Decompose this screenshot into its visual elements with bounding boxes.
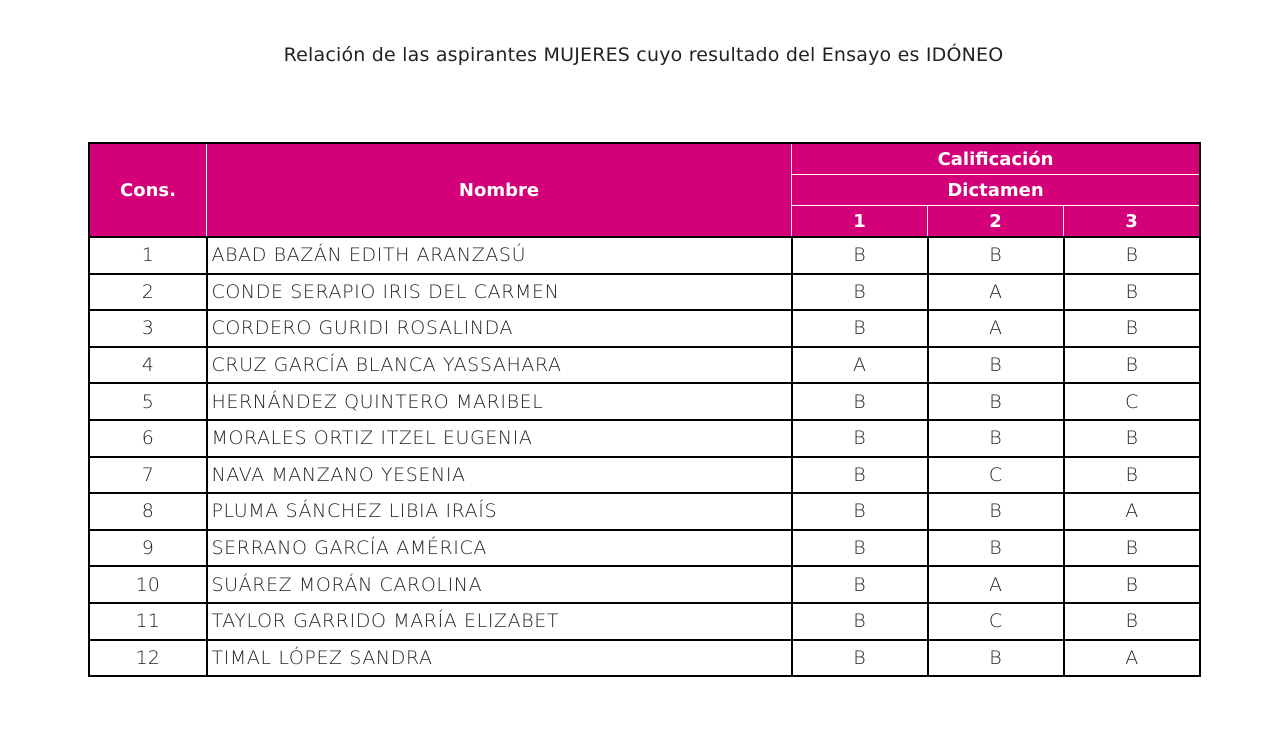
cons-cell: 3 bbox=[88, 309, 208, 348]
name-cell: PLUMA SÁNCHEZ LIBIA IRAÍS bbox=[205, 492, 793, 531]
dictamen-1-cell: B bbox=[790, 565, 929, 604]
dictamen-1-cell: B bbox=[790, 309, 929, 348]
cons-cell: 10 bbox=[88, 565, 208, 604]
name-cell: ABAD BAZÁN EDITH ARANZASÚ bbox=[205, 236, 793, 275]
table-row: 6 MORALES ORTIZ ITZEL EUGENIA B B B bbox=[88, 418, 1201, 458]
table-row: 11 TAYLOR GARRIDO MARÍA ELIZABET B C B bbox=[88, 601, 1201, 641]
table-row: 7 NAVA MANZANO YESENIA B C B bbox=[88, 455, 1201, 495]
dictamen-3-cell: C bbox=[1062, 382, 1201, 421]
dictamen-2-cell: B bbox=[926, 418, 1065, 458]
table-row: 2 CONDE SERAPIO IRIS DEL CARMEN B A B bbox=[88, 272, 1201, 312]
cons-cell: 9 bbox=[88, 528, 208, 568]
dictamen-2-cell: B bbox=[926, 528, 1065, 568]
table-row: 9 SERRANO GARCÍA AMÉRICA B B B bbox=[88, 528, 1201, 568]
header-dictamen-2: 2 bbox=[927, 205, 1064, 238]
dictamen-2-cell: C bbox=[926, 455, 1065, 495]
results-table: Cons. Nombre Calificación Dictamen 1 2 3… bbox=[88, 142, 1201, 678]
cons-cell: 2 bbox=[88, 272, 208, 312]
header-calificacion: Calificación bbox=[791, 142, 1201, 175]
dictamen-3-cell: B bbox=[1062, 565, 1201, 604]
cons-cell: 5 bbox=[88, 382, 208, 421]
header-nombre: Nombre bbox=[206, 142, 792, 238]
cons-cell: 1 bbox=[88, 236, 208, 275]
dictamen-3-cell: B bbox=[1062, 309, 1201, 348]
table-row: 3 CORDERO GURIDI ROSALINDA B A B bbox=[88, 309, 1201, 348]
dictamen-3-cell: B bbox=[1062, 418, 1201, 458]
dictamen-3-cell: B bbox=[1062, 345, 1201, 385]
dictamen-1-cell: B bbox=[790, 455, 929, 495]
table-row: 8 PLUMA SÁNCHEZ LIBIA IRAÍS B B A bbox=[88, 492, 1201, 531]
dictamen-1-cell: B bbox=[790, 382, 929, 421]
dictamen-3-cell: B bbox=[1062, 601, 1201, 641]
header-cons: Cons. bbox=[88, 142, 207, 238]
cons-cell: 4 bbox=[88, 345, 208, 385]
table-row: 10 SUÁREZ MORÁN CAROLINA B A B bbox=[88, 565, 1201, 604]
dictamen-2-cell: B bbox=[926, 492, 1065, 531]
cons-cell: 7 bbox=[88, 455, 208, 495]
dictamen-1-cell: B bbox=[790, 601, 929, 641]
dictamen-2-cell: A bbox=[926, 565, 1065, 604]
dictamen-3-cell: B bbox=[1062, 272, 1201, 312]
dictamen-1-cell: A bbox=[790, 345, 929, 385]
name-cell: TAYLOR GARRIDO MARÍA ELIZABET bbox=[205, 601, 793, 641]
cons-cell: 12 bbox=[88, 638, 208, 678]
header-dictamen: Dictamen bbox=[791, 174, 1201, 206]
cons-cell: 11 bbox=[88, 601, 208, 641]
name-cell: SERRANO GARCÍA AMÉRICA bbox=[205, 528, 793, 568]
table-row: 12 TIMAL LÓPEZ SANDRA B B A bbox=[88, 638, 1201, 678]
dictamen-3-cell: B bbox=[1062, 528, 1201, 568]
page-title: Relación de las aspirantes MUJERES cuyo … bbox=[283, 44, 1004, 66]
dictamen-2-cell: C bbox=[926, 601, 1065, 641]
dictamen-3-cell: B bbox=[1062, 455, 1201, 495]
dictamen-2-cell: A bbox=[926, 309, 1065, 348]
dictamen-2-cell: B bbox=[926, 382, 1065, 421]
name-cell: MORALES ORTIZ ITZEL EUGENIA bbox=[205, 418, 793, 458]
cons-cell: 8 bbox=[88, 492, 208, 531]
dictamen-2-cell: B bbox=[926, 345, 1065, 385]
dictamen-2-cell: B bbox=[926, 236, 1065, 275]
header-dictamen-1: 1 bbox=[791, 205, 928, 238]
name-cell: CONDE SERAPIO IRIS DEL CARMEN bbox=[205, 272, 793, 312]
cons-cell: 6 bbox=[88, 418, 208, 458]
dictamen-2-cell: B bbox=[926, 638, 1065, 678]
dictamen-1-cell: B bbox=[790, 272, 929, 312]
name-cell: SUÁREZ MORÁN CAROLINA bbox=[205, 565, 793, 604]
dictamen-1-cell: B bbox=[790, 236, 929, 275]
dictamen-3-cell: A bbox=[1062, 492, 1201, 531]
header-dictamen-3: 3 bbox=[1063, 205, 1201, 238]
name-cell: TIMAL LÓPEZ SANDRA bbox=[205, 638, 793, 678]
dictamen-3-cell: A bbox=[1062, 638, 1201, 678]
dictamen-3-cell: B bbox=[1062, 236, 1201, 275]
dictamen-1-cell: B bbox=[790, 638, 929, 678]
name-cell: HERNÁNDEZ QUINTERO MARIBEL bbox=[205, 382, 793, 421]
dictamen-1-cell: B bbox=[790, 528, 929, 568]
name-cell: CRUZ GARCÍA BLANCA YASSAHARA bbox=[205, 345, 793, 385]
table-row: 5 HERNÁNDEZ QUINTERO MARIBEL B B C bbox=[88, 382, 1201, 421]
table-row: 1 ABAD BAZÁN EDITH ARANZASÚ B B B bbox=[88, 236, 1201, 275]
table-row: 4 CRUZ GARCÍA BLANCA YASSAHARA A B B bbox=[88, 345, 1201, 385]
name-cell: CORDERO GURIDI ROSALINDA bbox=[205, 309, 793, 348]
name-cell: NAVA MANZANO YESENIA bbox=[205, 455, 793, 495]
dictamen-1-cell: B bbox=[790, 492, 929, 531]
dictamen-1-cell: B bbox=[790, 418, 929, 458]
dictamen-2-cell: A bbox=[926, 272, 1065, 312]
